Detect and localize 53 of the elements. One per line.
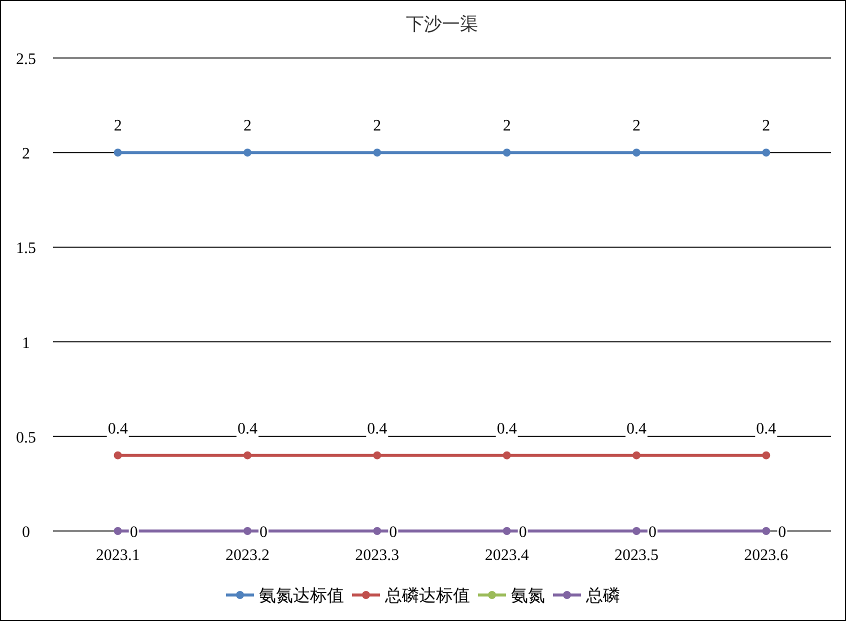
data-label: 0.4 [626, 420, 646, 438]
data-label: 2 [632, 118, 640, 135]
data-label: 0.4 [756, 420, 776, 438]
chart-title: 下沙一渠 [406, 14, 478, 34]
point [632, 451, 640, 460]
data-label: 2 [373, 118, 382, 135]
data-label: 0 [389, 524, 398, 541]
point [114, 451, 122, 460]
data-label: 2 [244, 118, 252, 135]
data-label: 0.4 [238, 420, 258, 438]
data-label: 0.4 [496, 420, 517, 438]
x-tick-label: 2023.2 [226, 547, 270, 564]
data-label: 2 [762, 118, 770, 135]
point [762, 451, 770, 460]
data-label: 2 [114, 118, 122, 135]
data-label: 0.4 [367, 420, 388, 438]
data-label: 0 [130, 524, 138, 541]
y-tick-label: 1 [22, 334, 30, 352]
data-label: 0 [778, 524, 786, 541]
x-tick-label: 2023.1 [96, 547, 140, 564]
point [502, 527, 511, 535]
y-tick-label: 2 [22, 146, 30, 163]
legend-label: 氨氮 [511, 586, 545, 605]
x-tick-label: 2023.5 [614, 547, 658, 564]
point [114, 527, 122, 535]
point [373, 148, 382, 157]
point [762, 148, 770, 157]
point [373, 527, 382, 535]
point [244, 148, 252, 157]
point [244, 451, 252, 460]
point [373, 451, 382, 460]
point [502, 451, 511, 460]
data-label: 0 [260, 524, 268, 541]
y-tick-label: 0.5 [16, 429, 36, 446]
data-label: 0 [518, 524, 527, 541]
point [114, 148, 122, 157]
point [244, 527, 252, 535]
point [762, 527, 770, 535]
x-tick-label: 2023.6 [744, 547, 788, 564]
data-label: 0.4 [108, 420, 128, 438]
x-tick-label: 2023.3 [355, 547, 400, 564]
y-tick-label: 2.5 [16, 51, 36, 68]
legend-label: 总磷达标值 [384, 586, 470, 605]
data-label: 2 [502, 118, 511, 135]
x-tick-label: 2023.4 [484, 547, 529, 564]
point [502, 148, 511, 157]
y-tick-label: 0 [22, 524, 30, 541]
point [632, 148, 640, 157]
legend-label: 总磷 [585, 586, 620, 605]
point [632, 527, 640, 535]
data-label: 0 [648, 524, 656, 541]
y-tick-label: 1.5 [16, 240, 36, 258]
legend-label: 氨氮达标值 [259, 586, 344, 605]
